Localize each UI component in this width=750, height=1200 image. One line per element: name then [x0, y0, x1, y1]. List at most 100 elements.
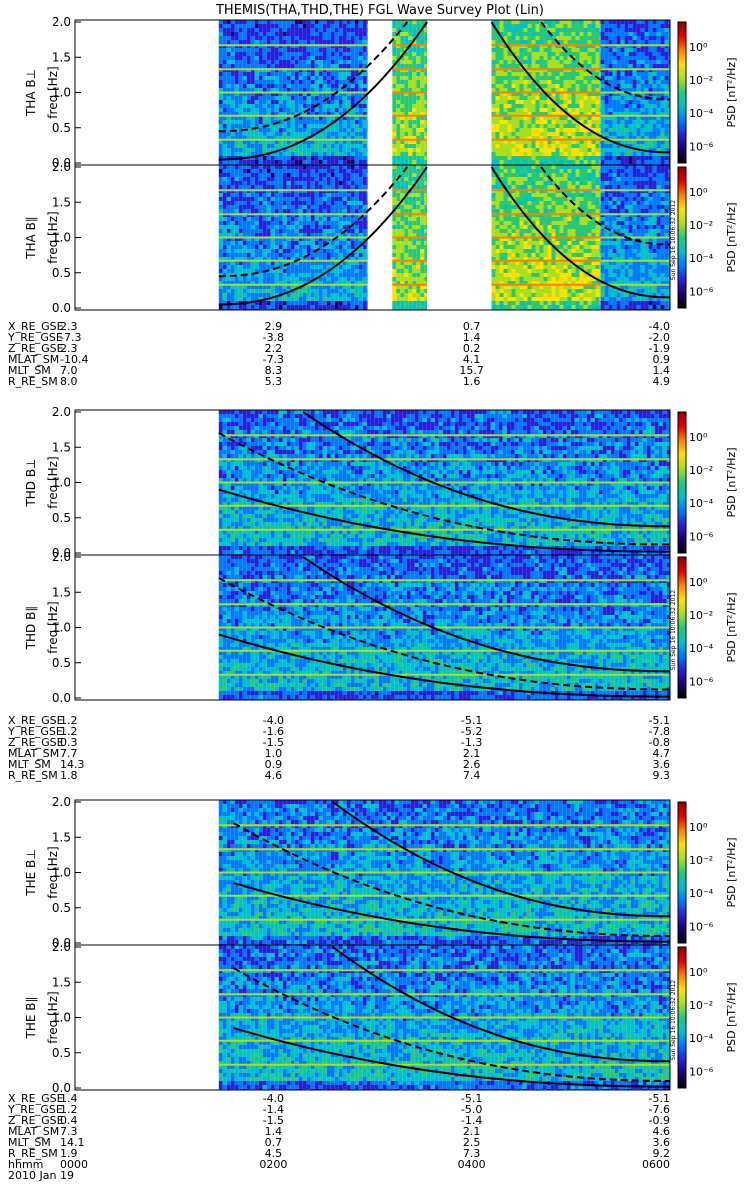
psd-cell — [661, 48, 665, 52]
psd-cell — [665, 48, 669, 52]
psd-cell — [609, 32, 613, 36]
psd-cell — [251, 297, 255, 301]
psd-cell — [315, 72, 319, 76]
psd-cell — [500, 88, 504, 92]
psd-cell — [303, 229, 307, 233]
psd-cell — [299, 165, 303, 169]
psd-cell — [263, 185, 267, 189]
psd-cell — [367, 72, 368, 76]
psd-cell — [404, 36, 408, 40]
psd-cell — [223, 60, 227, 64]
psd-cell — [287, 72, 291, 76]
psd-cell — [613, 124, 617, 128]
psd-cell — [255, 169, 259, 173]
psd-cell — [319, 193, 323, 197]
psd-cell — [613, 48, 617, 52]
psd-cell — [283, 181, 287, 185]
psd-cell — [263, 277, 267, 281]
psd-cell — [287, 120, 291, 124]
psd-cell — [564, 160, 568, 164]
psd-cell — [649, 32, 653, 36]
psd-cell — [223, 160, 227, 164]
psd-cell — [243, 193, 247, 197]
psd-cell — [243, 185, 247, 189]
psd-cell — [528, 88, 532, 92]
psd-cell — [396, 245, 400, 249]
psd-cell — [392, 80, 396, 84]
psd-cell — [576, 124, 580, 128]
psd-cell — [339, 253, 343, 257]
psd-cell — [572, 76, 576, 80]
psd-cell — [556, 84, 560, 88]
psd-cell — [564, 84, 568, 88]
psd-cell — [319, 60, 323, 64]
psd-cell — [343, 185, 347, 189]
psd-cell — [271, 181, 275, 185]
psd-cell — [323, 185, 327, 189]
psd-cell — [267, 84, 271, 88]
psd-cell — [315, 233, 319, 237]
psd-cell — [347, 36, 351, 40]
psd-cell — [653, 28, 657, 32]
psd-cell — [223, 201, 227, 205]
psd-cell — [279, 173, 283, 177]
psd-cell — [307, 152, 311, 156]
psd-cell — [400, 177, 404, 181]
psd-cell — [653, 80, 657, 84]
psd-cell — [568, 160, 572, 164]
psd-cell — [259, 88, 263, 92]
psd-cell — [299, 301, 303, 305]
psd-cell — [327, 100, 331, 104]
psd-cell — [279, 160, 283, 164]
psd-cell — [315, 225, 319, 229]
psd-cell — [637, 84, 641, 88]
psd-cell — [287, 229, 291, 233]
psd-cell — [520, 40, 524, 44]
psd-cell — [400, 160, 404, 164]
psd-cell — [400, 209, 404, 213]
psd-cell — [227, 84, 231, 88]
psd-cell — [661, 88, 665, 92]
psd-cell — [235, 64, 239, 68]
psd-cell — [649, 20, 653, 24]
psd-cell — [291, 233, 295, 237]
psd-cell — [355, 165, 359, 169]
psd-cell — [251, 52, 255, 56]
psd-cell — [548, 24, 552, 28]
psd-cell — [500, 152, 504, 156]
psd-cell — [235, 28, 239, 32]
psd-cell — [255, 241, 259, 245]
psd-cell — [355, 241, 359, 245]
psd-cell — [279, 233, 283, 237]
psd-cell — [263, 249, 267, 253]
psd-cell — [299, 80, 303, 84]
psd-cell — [512, 64, 516, 68]
psd-cell — [319, 177, 323, 181]
psd-cell — [287, 173, 291, 177]
psd-cell — [396, 152, 400, 156]
psd-cell — [657, 60, 661, 64]
psd-cell — [251, 229, 255, 233]
psd-cell — [243, 96, 247, 100]
psd-cell — [649, 24, 653, 28]
psd-cell — [331, 193, 335, 197]
psd-cell — [243, 241, 247, 245]
psd-cell — [271, 88, 275, 92]
psd-cell — [247, 233, 251, 237]
psd-cell — [343, 221, 347, 225]
psd-cell — [359, 28, 363, 32]
psd-cell — [291, 297, 295, 301]
psd-cell — [295, 301, 299, 305]
psd-cell — [319, 305, 323, 309]
psd-cell — [392, 293, 396, 297]
psd-cell — [339, 120, 343, 124]
psd-cell — [653, 160, 657, 164]
psd-cell — [279, 177, 283, 181]
psd-cell — [609, 128, 613, 132]
psd-cell — [335, 305, 339, 309]
psd-cell — [303, 72, 307, 76]
psd-cell — [596, 108, 600, 112]
psd-cell — [617, 40, 621, 44]
psd-cell — [247, 229, 251, 233]
psd-cell — [299, 76, 303, 80]
